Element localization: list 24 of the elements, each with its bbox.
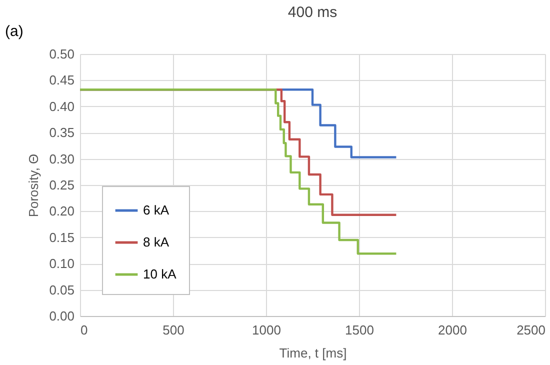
x-tick-label: 0 bbox=[80, 322, 88, 338]
y-tick-label: 0.45 bbox=[49, 72, 74, 88]
x-tick-label: 1000 bbox=[252, 322, 281, 338]
y-tick-label: 0.15 bbox=[49, 230, 74, 245]
y-tick-label: 0.40 bbox=[49, 98, 74, 114]
x-tick-label: 500 bbox=[162, 322, 184, 338]
y-tick-label: 0.35 bbox=[49, 125, 74, 140]
x-tick-label: 1500 bbox=[345, 322, 374, 338]
legend-label: 6 kA bbox=[143, 202, 170, 218]
legend-label: 10 kA bbox=[143, 266, 177, 282]
y-tick-label: 0.00 bbox=[49, 308, 74, 324]
y-tick-label: 0.25 bbox=[49, 178, 74, 192]
x-tick-label: 2500 bbox=[516, 322, 546, 338]
chart-title: 400 ms bbox=[288, 4, 338, 21]
x-tick-label: 2000 bbox=[438, 322, 467, 338]
text: (a) bbox=[5, 23, 24, 40]
y-tick-label: 0.50 bbox=[49, 46, 74, 62]
y-axis-title: Porosity, Θ bbox=[26, 154, 42, 218]
y-tick-label: 0.30 bbox=[49, 151, 74, 166]
y-tick-label: 0.10 bbox=[49, 256, 74, 272]
x-axis-title: Time, t [ms] bbox=[279, 346, 347, 360]
y-tick-label: 0.05 bbox=[49, 282, 74, 298]
legend-label: 8 kA bbox=[143, 234, 170, 250]
y-tick-label: 0.20 bbox=[49, 204, 74, 219]
